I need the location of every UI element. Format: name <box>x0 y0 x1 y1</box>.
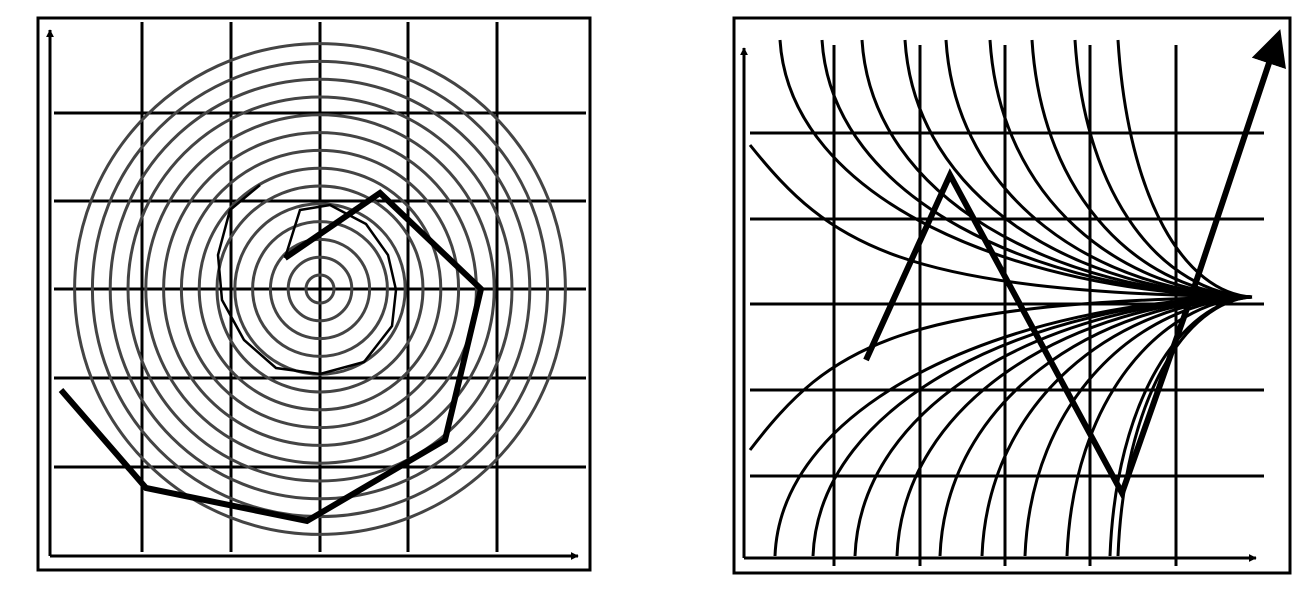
concentric-circles <box>73 42 567 536</box>
spiral-panel <box>36 16 592 572</box>
inner-spiral-polygon <box>216 184 398 376</box>
converging-curve-upper <box>1030 39 1253 299</box>
spiral-grid <box>54 22 586 552</box>
concentric-circle <box>268 237 372 341</box>
concentric-circle <box>144 113 496 465</box>
concentric-circle <box>162 131 478 447</box>
converging-curve-upper <box>903 39 1253 299</box>
concentric-circle <box>179 148 461 430</box>
converging-curve-lower <box>853 295 1253 557</box>
converging-curves <box>748 39 1253 557</box>
concentric-circle <box>286 255 354 323</box>
converging-curve-lower <box>1023 295 1253 557</box>
concentric-circle <box>108 77 532 501</box>
concentric-circle <box>215 184 425 394</box>
converging-curve-upper <box>988 39 1253 299</box>
converging-curve-lower <box>980 295 1253 557</box>
converging-curve-lower <box>1065 295 1253 557</box>
concentric-circle <box>304 273 336 305</box>
converging-curve-upper <box>748 144 1253 299</box>
flow-panel-frame <box>732 16 1292 575</box>
converging-curve-upper <box>778 39 1253 299</box>
concentric-circle <box>197 166 443 412</box>
concentric-circle <box>73 42 567 536</box>
flow-zigzag-arrow <box>1187 29 1286 301</box>
concentric-circle <box>126 95 514 483</box>
converging-curve-upper <box>1116 39 1253 299</box>
converging-curve-lower <box>748 295 1253 451</box>
converging-curve-upper <box>1073 39 1253 299</box>
converging-curve-lower <box>1108 295 1253 557</box>
concentric-circle <box>251 220 389 358</box>
flow-zigzag-polyline <box>863 168 1193 501</box>
spiral-panel-frame <box>36 16 592 572</box>
outer-spiral-polyline <box>58 189 485 525</box>
flow-panel <box>732 16 1292 575</box>
converging-curve-lower <box>895 295 1253 557</box>
